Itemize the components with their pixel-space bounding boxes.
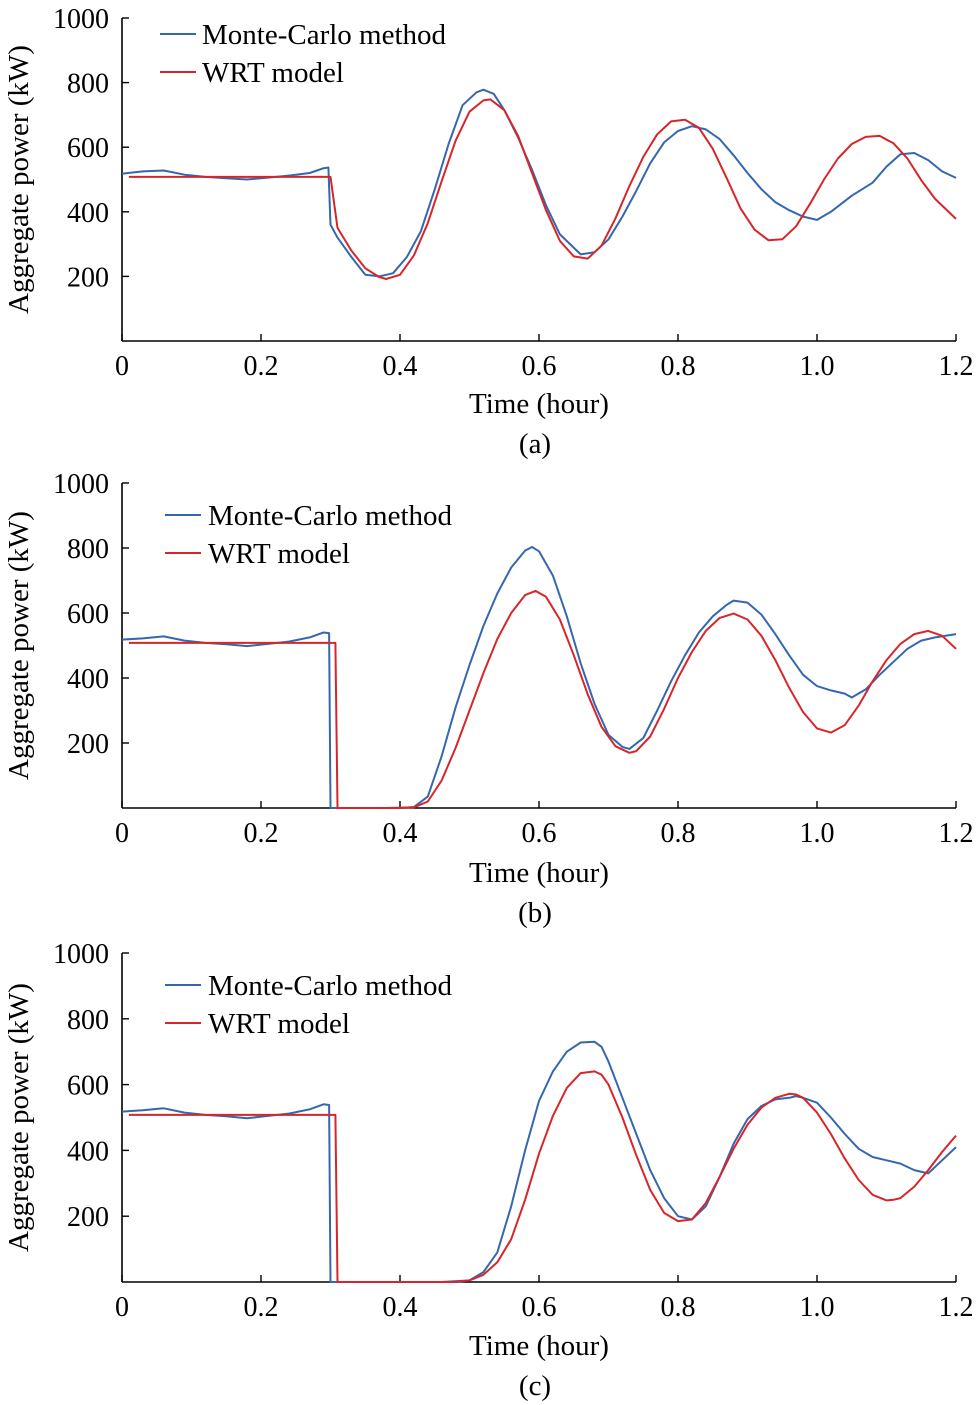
legend: Monte-Carlo method WRT model xyxy=(165,970,453,1040)
y-tick-label: 1000 xyxy=(53,469,109,500)
x-tick-label: 1.2 xyxy=(939,351,974,382)
monte-carlo-series-line xyxy=(121,1040,957,1283)
chart-panel-1: 0 0.2 0.4 0.6 0.8 1.0 1.2 200 400 600 800 1000 Time … xyxy=(3,4,974,460)
x-tick-label: 0 xyxy=(115,1292,129,1323)
x-tick-label: 0.6 xyxy=(522,351,557,382)
monte-carlo-series-line xyxy=(121,546,957,809)
x-tick-label: 1.2 xyxy=(939,818,974,849)
y-tick-label: 600 xyxy=(67,133,109,164)
x-tick-label: 0.4 xyxy=(383,351,418,382)
x-tick-label: 0.4 xyxy=(383,1292,418,1323)
wrt-model-series-line xyxy=(128,589,957,809)
y-tick-label: 200 xyxy=(67,262,109,293)
chart-panel-3: 0 0.2 0.4 0.6 0.8 1.0 1.2 200 400 600 800 1000 Time … xyxy=(3,939,974,1402)
y-tick-label: 400 xyxy=(67,198,109,229)
monte-carlo-series-line xyxy=(121,88,957,278)
y-tick-label: 600 xyxy=(67,599,109,630)
legend-label-wrt: WRT model xyxy=(202,57,344,89)
y-tick-label: 1000 xyxy=(53,939,109,970)
legend-label-monte-carlo: Monte-Carlo method xyxy=(202,19,447,51)
x-tick-label: 1.0 xyxy=(800,1292,835,1323)
x-tick-label: 0.8 xyxy=(661,1292,696,1323)
wrt-model-series-line xyxy=(128,1070,957,1283)
panel-caption: (a) xyxy=(519,428,551,460)
x-tick-label: 0.6 xyxy=(522,1292,557,1323)
x-tick-label: 1.2 xyxy=(939,1292,974,1323)
x-tick-label: 0.2 xyxy=(244,1292,279,1323)
y-axis-title: Aggregate power (kW) xyxy=(3,45,35,314)
y-tick-label: 1000 xyxy=(53,4,109,35)
x-tick-label: 0.8 xyxy=(661,818,696,849)
x-tick-label: 0 xyxy=(115,818,129,849)
x-tick-label: 1.0 xyxy=(800,818,835,849)
legend-label-wrt: WRT model xyxy=(208,1008,350,1040)
x-tick-label: 0.6 xyxy=(522,818,557,849)
x-tick-label: 0.4 xyxy=(383,818,418,849)
y-tick-label: 200 xyxy=(67,729,109,760)
x-tick-label: 0.2 xyxy=(244,818,279,849)
panel-caption: (c) xyxy=(519,1370,551,1402)
y-tick-label: 800 xyxy=(67,1005,109,1036)
panel-caption: (b) xyxy=(518,897,552,929)
y-tick-label: 400 xyxy=(67,664,109,695)
legend-label-monte-carlo: Monte-Carlo method xyxy=(208,500,453,532)
legend-label-wrt: WRT model xyxy=(208,538,350,570)
x-tick-label: 0 xyxy=(115,351,129,382)
y-tick-label: 600 xyxy=(67,1071,109,1102)
x-tick-label: 0.2 xyxy=(244,351,279,382)
y-tick-label: 800 xyxy=(67,534,109,565)
x-tick-label: 1.0 xyxy=(800,351,835,382)
legend: Monte-Carlo method WRT model xyxy=(165,500,453,570)
legend-label-monte-carlo: Monte-Carlo method xyxy=(208,970,453,1002)
y-tick-label: 200 xyxy=(67,1202,109,1233)
y-tick-label: 400 xyxy=(67,1136,109,1167)
wrt-model-series-line xyxy=(128,98,957,280)
y-axis-title: Aggregate power (kW) xyxy=(3,511,35,780)
x-axis-title: Time (hour) xyxy=(469,857,609,889)
x-axis-title: Time (hour) xyxy=(469,1330,609,1362)
x-axis-title: Time (hour) xyxy=(469,388,609,420)
y-axis-title: Aggregate power (kW) xyxy=(3,983,35,1252)
legend: Monte-Carlo method WRT model xyxy=(160,19,447,89)
y-tick-label: 800 xyxy=(67,69,109,100)
x-tick-label: 0.8 xyxy=(661,351,696,382)
chart-panel-2: 0 0.2 0.4 0.6 0.8 1.0 1.2 200 400 600 800 1000 Time … xyxy=(3,469,974,929)
